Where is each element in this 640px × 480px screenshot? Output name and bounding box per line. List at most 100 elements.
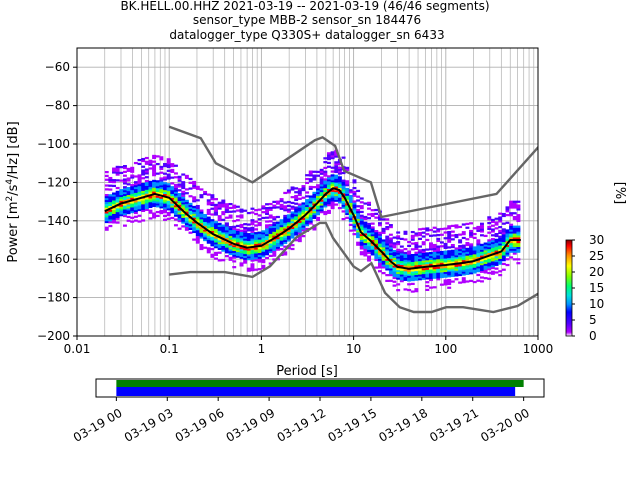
heatmap-cell [367,203,372,206]
heatmap-cell [126,202,131,205]
heatmap-cell [367,207,372,210]
heatmap-cell [410,269,415,272]
heatmap-cell [505,252,510,255]
heatmap-cell [214,257,218,260]
heatmap-cell [152,187,157,190]
heatmap-cell [469,245,474,248]
plot-frame [76,47,539,337]
heatmap-cell [166,198,171,201]
heatmap-cell [130,176,135,179]
heatmap-cell [137,158,142,162]
heatmap-cell [516,240,521,244]
x-tick-label: 1 [258,342,266,356]
heatmap-cell [498,231,503,235]
heatmap-cell [279,236,284,239]
heatmap-cell [297,239,302,243]
heatmap-cell [352,190,357,194]
heatmap-cell [374,231,379,235]
timeline-tick-label: 03-19 03 [122,406,176,445]
heatmap-cell [414,251,419,254]
heatmap-cell [177,200,182,203]
heatmap-cell [348,204,353,207]
heatmap-cell [301,210,306,213]
heatmap-cell [312,203,317,206]
heatmap-cell [188,223,193,227]
timeline-tick-label: 03-19 21 [427,406,481,445]
heatmap-cell [170,193,175,197]
heatmap-cell [232,241,237,244]
heatmap-cell [512,240,517,244]
heatmap-cell [232,237,237,240]
heatmap-cell [501,232,506,235]
heatmap-cell [130,191,135,194]
heatmap-cell [381,250,386,254]
heatmap-cell [163,201,167,204]
heatmap-cell [243,242,248,245]
heatmap-cell [177,177,182,180]
heatmap-cell [385,218,390,221]
heatmap-cell [392,244,397,247]
heatmap-cell [377,252,382,256]
heatmap-cell [447,261,452,264]
heatmap-cell [490,247,495,250]
heatmap-cell [217,226,222,229]
heatmap-cell [239,264,244,267]
heatmap-cell [428,278,433,282]
heatmap-cell [356,235,361,239]
heatmap-cell [308,214,313,217]
x-axis-label: Period [s] [276,364,338,379]
heatmap-cell [501,249,506,252]
heatmap-cell [370,247,375,250]
heatmap-cell [370,245,375,248]
heatmap-cell [283,232,288,235]
heatmap-cell [290,207,295,210]
heatmap-cell [367,247,372,251]
heatmap-cell [166,211,171,215]
heatmap-cell [275,233,280,236]
heatmap-cell [268,231,273,234]
heatmap-cell [323,210,328,214]
heatmap-cell [243,249,248,253]
heatmap-cell [418,249,423,252]
heatmap-cell [308,178,313,181]
heatmap-cell [490,249,495,252]
heatmap-cell [450,272,455,276]
heatmap-cell [494,257,499,261]
heatmap-cell [334,186,339,189]
heatmap-cell [122,224,127,227]
heatmap-cell [141,186,146,189]
heatmap-cell [385,239,390,242]
heatmap-cell [290,236,295,239]
heatmap-cell [341,196,346,200]
heatmap-cell [265,231,269,235]
heatmap-cell [141,184,146,188]
heatmap-cell [385,227,390,231]
heatmap-cell [275,244,280,247]
heatmap-cell [421,248,426,252]
heatmap-cell [254,212,259,216]
heatmap-cell [363,233,368,236]
heatmap-cell [377,247,382,250]
heatmap-cell [235,205,240,208]
heatmap-cell [235,232,240,235]
heatmap-cell [443,250,448,253]
heatmap-cell [148,182,153,185]
heatmap-cell [505,210,510,213]
heatmap-cell [301,223,306,226]
heatmap-cell [396,256,401,259]
heatmap-cell [170,191,175,195]
heatmap-cell [177,212,182,215]
heatmap-cell [199,221,204,224]
heatmap-cell [392,253,397,257]
heatmap-cell [272,258,277,261]
heatmap-cell [447,278,452,282]
heatmap-cell [221,224,226,227]
heatmap-cell [239,235,244,238]
heatmap-cell [512,233,517,236]
heatmap-cell [130,193,135,196]
heatmap-cell [137,203,142,206]
heatmap-cell [170,207,175,210]
heatmap-cell [348,219,353,223]
heatmap-cell [130,189,135,193]
heatmap-cell [323,199,328,202]
